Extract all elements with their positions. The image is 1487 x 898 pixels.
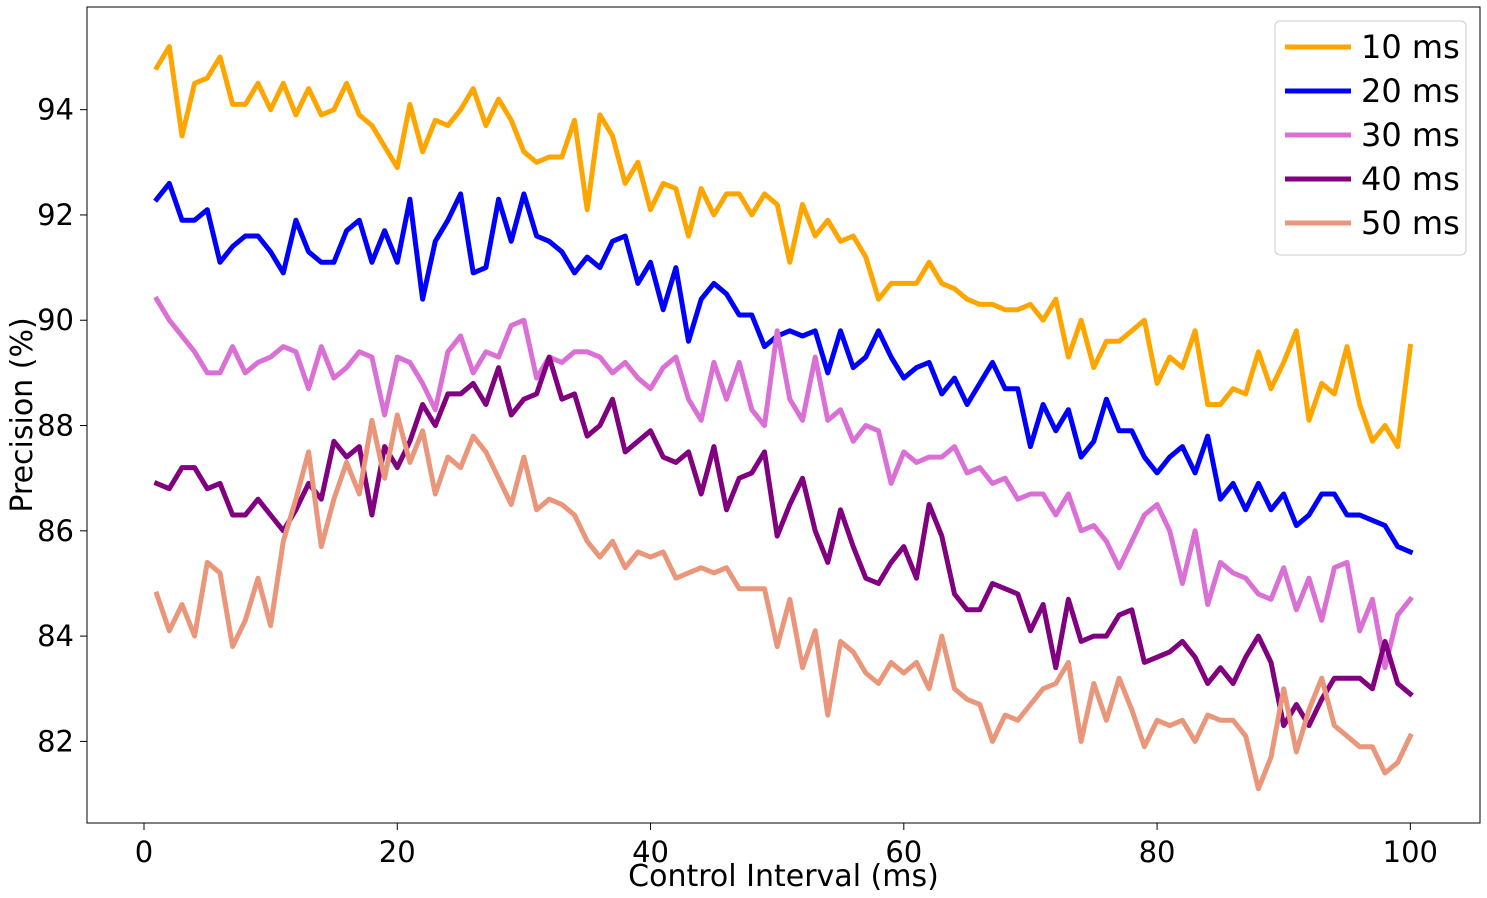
legend: 10 ms 20 ms 30 ms 40 ms 50 ms (1274, 20, 1467, 256)
y-tick-label: 94 (37, 93, 74, 127)
series-layer (153, 44, 1414, 792)
x-axis-label: Control Interval (ms) (628, 859, 939, 894)
legend-label-0: 10 ms (1361, 28, 1460, 66)
y-tick-label: 90 (37, 303, 74, 337)
series-line-0 (153, 44, 1414, 450)
x-tick-label: 40 (632, 835, 669, 869)
y-axis-label: Precision (%) (5, 317, 40, 512)
series-line-2 (153, 295, 1414, 671)
plot-area-frame (86, 6, 1481, 824)
series-line-4 (153, 412, 1414, 792)
series-line-1 (153, 180, 1414, 556)
y-tick-label: 82 (37, 724, 74, 758)
x-tick-label: 60 (885, 835, 922, 869)
legend-label-3: 40 ms (1361, 160, 1460, 198)
x-tick-label: 80 (1139, 835, 1176, 869)
series-line-3 (153, 354, 1414, 729)
legend-label-1: 20 ms (1361, 72, 1460, 110)
x-axis: 0 20 40 60 80 100 (135, 823, 1438, 869)
legend-label-2: 30 ms (1361, 116, 1460, 154)
legend-box (1274, 20, 1467, 256)
y-axis: 82 84 86 88 90 92 94 (37, 93, 87, 758)
y-tick-label: 88 (37, 409, 74, 443)
legend-label-4: 50 ms (1361, 204, 1460, 242)
y-tick-label: 86 (37, 514, 74, 548)
x-tick-label: 0 (135, 835, 153, 869)
y-tick-label: 92 (37, 198, 74, 232)
x-tick-label: 20 (379, 835, 416, 869)
y-tick-label: 84 (37, 619, 74, 653)
x-tick-label: 100 (1383, 835, 1438, 869)
